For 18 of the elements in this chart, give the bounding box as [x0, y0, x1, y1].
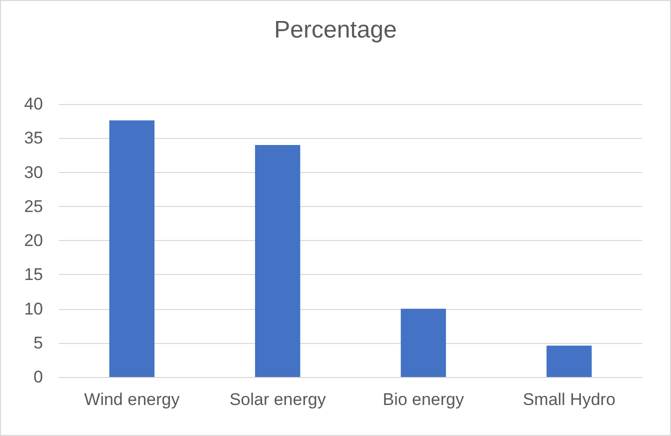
bar	[546, 346, 592, 377]
x-tick-label: Solar energy	[229, 390, 326, 409]
y-tick-label: 15	[24, 265, 43, 284]
y-tick-label: 35	[24, 128, 43, 148]
y-tick-label: 20	[24, 231, 43, 250]
x-tick-label: Wind energy	[84, 390, 180, 409]
chart-title: Percentage	[274, 16, 397, 44]
bar	[400, 308, 446, 377]
y-tick-label: 30	[24, 162, 43, 182]
y-tick-label: 0	[34, 368, 43, 386]
y-tick-label: 25	[24, 196, 43, 216]
y-tick-label: 5	[34, 333, 43, 352]
bar	[109, 120, 154, 377]
x-tick-label: Small Hydro	[522, 390, 616, 409]
y-tick-label: 40	[24, 94, 43, 114]
x-tick-label: Bio energy	[382, 390, 465, 409]
y-tick-label: 10	[24, 299, 43, 318]
bar	[255, 144, 300, 377]
